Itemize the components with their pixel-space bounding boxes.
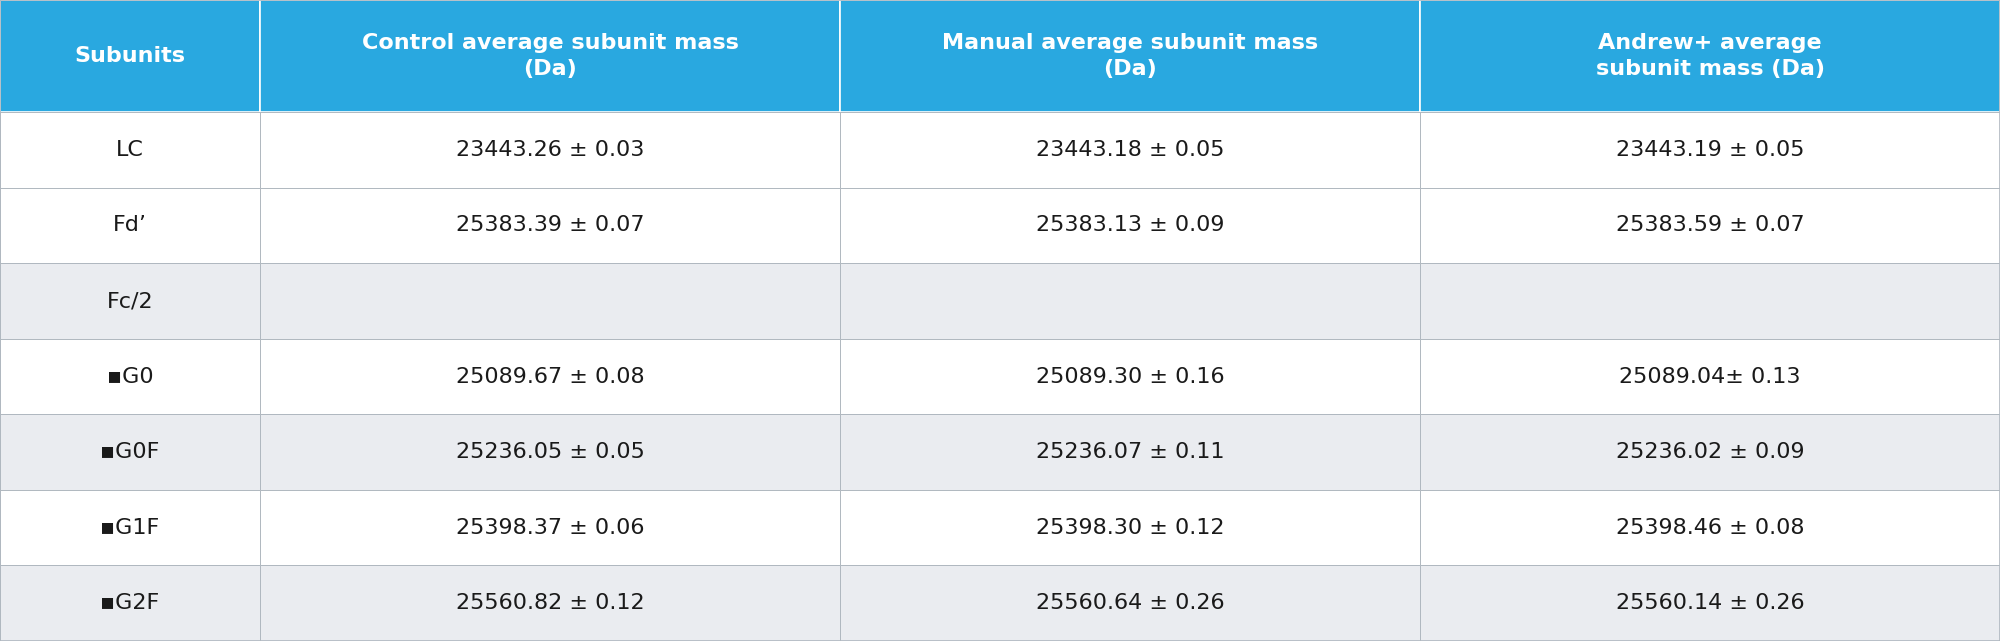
Text: ▪G1F: ▪G1F bbox=[100, 518, 160, 538]
Bar bbox=[0, 339, 260, 414]
Bar bbox=[840, 263, 1420, 339]
Bar bbox=[260, 188, 840, 263]
Bar bbox=[1420, 414, 2000, 490]
Bar bbox=[260, 0, 840, 112]
Bar bbox=[840, 565, 1420, 641]
Text: Manual average subunit mass
(Da): Manual average subunit mass (Da) bbox=[942, 33, 1318, 79]
Bar bbox=[0, 0, 260, 112]
Bar bbox=[840, 0, 1420, 112]
Text: 25560.64 ± 0.26: 25560.64 ± 0.26 bbox=[1036, 593, 1224, 613]
Text: 25398.37 ± 0.06: 25398.37 ± 0.06 bbox=[456, 518, 644, 538]
Text: 25236.07 ± 0.11: 25236.07 ± 0.11 bbox=[1036, 442, 1224, 462]
Bar bbox=[840, 414, 1420, 490]
Text: 25398.30 ± 0.12: 25398.30 ± 0.12 bbox=[1036, 518, 1224, 538]
Text: 25398.46 ± 0.08: 25398.46 ± 0.08 bbox=[1616, 518, 1804, 538]
Text: 23443.26 ± 0.03: 23443.26 ± 0.03 bbox=[456, 140, 644, 160]
Bar bbox=[1420, 490, 2000, 565]
Bar bbox=[260, 112, 840, 188]
Text: ▪G0F: ▪G0F bbox=[100, 442, 160, 462]
Text: ▪G2F: ▪G2F bbox=[100, 593, 160, 613]
Bar bbox=[0, 490, 260, 565]
Bar bbox=[0, 112, 260, 188]
Text: 25236.05 ± 0.05: 25236.05 ± 0.05 bbox=[456, 442, 644, 462]
Bar bbox=[840, 339, 1420, 414]
Bar bbox=[260, 263, 840, 339]
Text: 25560.14 ± 0.26: 25560.14 ± 0.26 bbox=[1616, 593, 1804, 613]
Bar bbox=[840, 112, 1420, 188]
Text: ▪G0: ▪G0 bbox=[106, 367, 154, 387]
Text: Andrew+ average
subunit mass (Da): Andrew+ average subunit mass (Da) bbox=[1596, 33, 1824, 79]
Bar bbox=[0, 188, 260, 263]
Bar bbox=[840, 188, 1420, 263]
Text: 25089.67 ± 0.08: 25089.67 ± 0.08 bbox=[456, 367, 644, 387]
Bar bbox=[840, 490, 1420, 565]
Text: 25383.59 ± 0.07: 25383.59 ± 0.07 bbox=[1616, 215, 1804, 235]
Text: 25089.30 ± 0.16: 25089.30 ± 0.16 bbox=[1036, 367, 1224, 387]
Bar bbox=[0, 414, 260, 490]
Bar bbox=[1420, 188, 2000, 263]
Text: 25560.82 ± 0.12: 25560.82 ± 0.12 bbox=[456, 593, 644, 613]
Bar bbox=[260, 339, 840, 414]
Bar bbox=[1420, 565, 2000, 641]
Text: 23443.18 ± 0.05: 23443.18 ± 0.05 bbox=[1036, 140, 1224, 160]
Text: 25383.39 ± 0.07: 25383.39 ± 0.07 bbox=[456, 215, 644, 235]
Bar bbox=[0, 565, 260, 641]
Bar bbox=[0, 263, 260, 339]
Bar bbox=[260, 490, 840, 565]
Bar bbox=[1420, 112, 2000, 188]
Text: Subunits: Subunits bbox=[74, 46, 186, 66]
Text: Fd’: Fd’ bbox=[112, 215, 148, 235]
Text: 25236.02 ± 0.09: 25236.02 ± 0.09 bbox=[1616, 442, 1804, 462]
Text: Fc/2: Fc/2 bbox=[106, 291, 154, 311]
Text: 25383.13 ± 0.09: 25383.13 ± 0.09 bbox=[1036, 215, 1224, 235]
Text: 23443.19 ± 0.05: 23443.19 ± 0.05 bbox=[1616, 140, 1804, 160]
Text: 25089.04± 0.13: 25089.04± 0.13 bbox=[1620, 367, 1800, 387]
Bar bbox=[1420, 263, 2000, 339]
Bar bbox=[1420, 0, 2000, 112]
Bar bbox=[1420, 339, 2000, 414]
Bar bbox=[260, 565, 840, 641]
Text: Control average subunit mass
(Da): Control average subunit mass (Da) bbox=[362, 33, 738, 79]
Text: LC: LC bbox=[116, 140, 144, 160]
Bar bbox=[260, 414, 840, 490]
